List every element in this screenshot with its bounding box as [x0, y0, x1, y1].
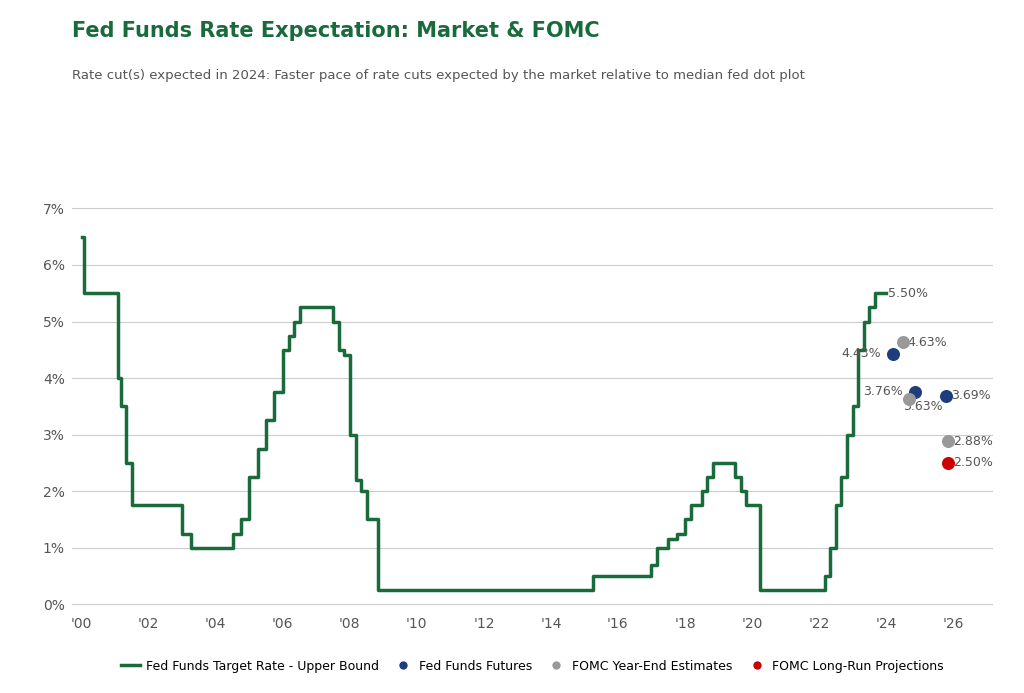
- Point: [906, 386, 923, 397]
- Text: Fed Funds Rate Expectation: Market & FOMC: Fed Funds Rate Expectation: Market & FOM…: [72, 21, 599, 41]
- Text: 3.69%: 3.69%: [951, 389, 991, 402]
- Text: 2.88%: 2.88%: [953, 435, 993, 448]
- Point: [940, 436, 956, 447]
- Text: 5.50%: 5.50%: [888, 287, 928, 300]
- Text: Rate cut(s) expected in 2024: Faster pace of rate cuts expected by the market re: Rate cut(s) expected in 2024: Faster pac…: [72, 69, 805, 82]
- Point: [885, 348, 901, 359]
- Point: [938, 390, 954, 401]
- Text: 3.63%: 3.63%: [903, 400, 942, 413]
- Text: 4.63%: 4.63%: [908, 336, 947, 349]
- Text: 3.76%: 3.76%: [863, 385, 903, 398]
- Legend: Fed Funds Target Rate - Upper Bound, Fed Funds Futures, FOMC Year-End Estimates,: Fed Funds Target Rate - Upper Bound, Fed…: [116, 655, 949, 678]
- Point: [901, 394, 918, 405]
- Point: [940, 457, 956, 468]
- Text: 2.50%: 2.50%: [953, 457, 993, 469]
- Text: 4.43%: 4.43%: [842, 347, 881, 360]
- Point: [895, 337, 911, 348]
